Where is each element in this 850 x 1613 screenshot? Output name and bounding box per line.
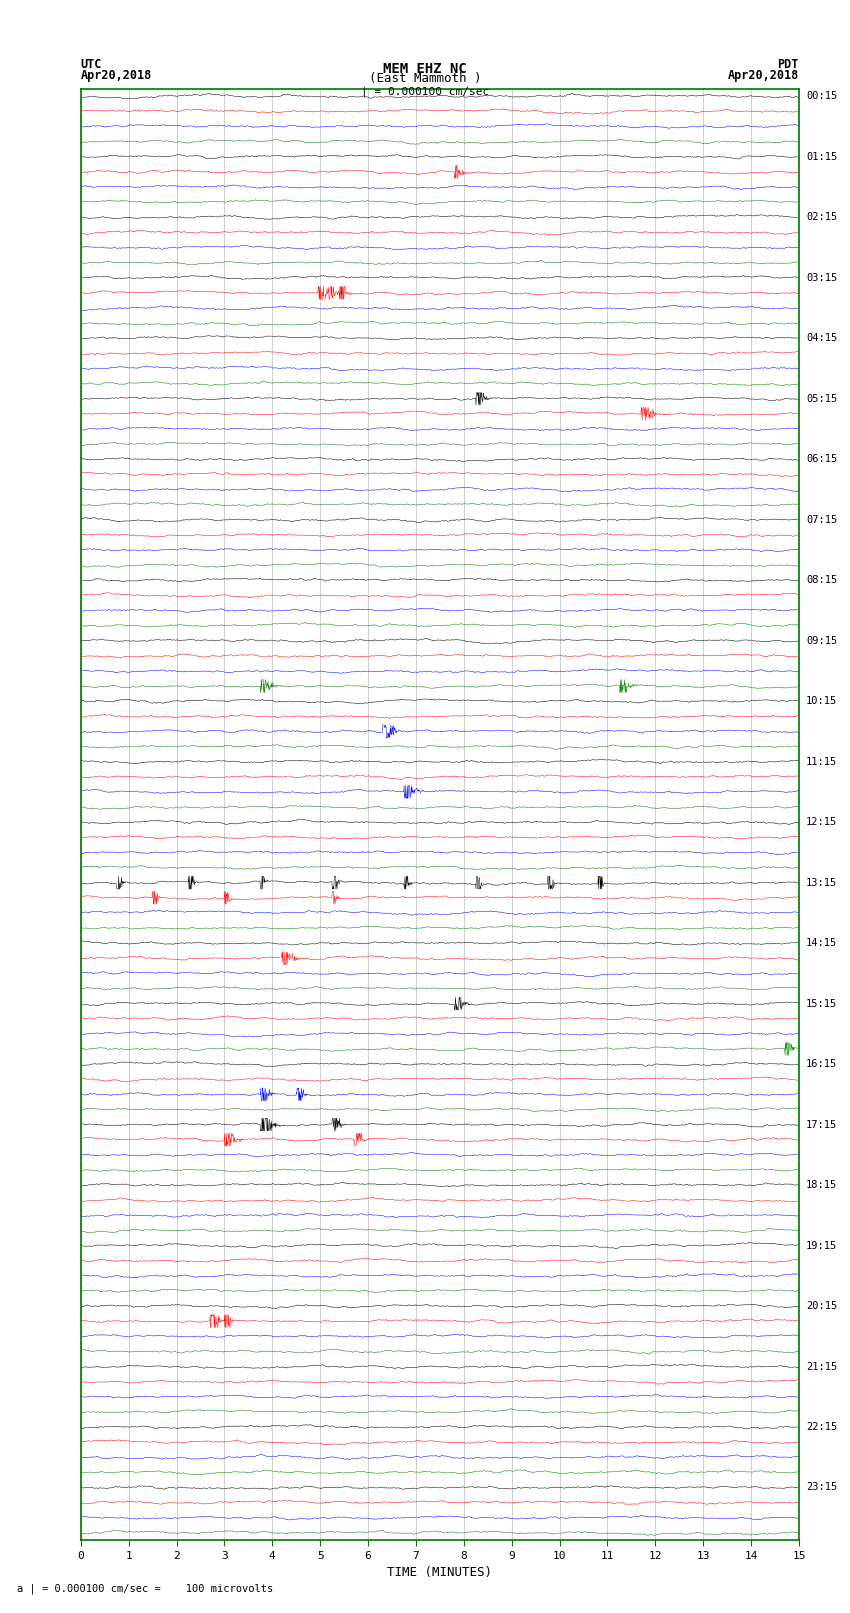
Text: Apr20,2018: Apr20,2018	[728, 69, 799, 82]
Text: | = 0.000100 cm/sec: | = 0.000100 cm/sec	[361, 85, 489, 97]
X-axis label: TIME (MINUTES): TIME (MINUTES)	[388, 1566, 492, 1579]
Text: 17:15: 17:15	[806, 1119, 837, 1129]
Text: 23:15: 23:15	[806, 1482, 837, 1492]
Text: MEM EHZ NC: MEM EHZ NC	[383, 61, 467, 76]
Text: 03:15: 03:15	[806, 273, 837, 282]
Text: 20:15: 20:15	[806, 1302, 837, 1311]
Text: 05:15: 05:15	[806, 394, 837, 403]
Text: 13:15: 13:15	[806, 877, 837, 887]
Text: (East Mammoth ): (East Mammoth )	[369, 73, 481, 85]
Text: 00:15: 00:15	[806, 92, 837, 102]
Text: 16:15: 16:15	[806, 1060, 837, 1069]
Text: 19:15: 19:15	[806, 1240, 837, 1250]
Text: UTC: UTC	[81, 58, 102, 71]
Text: 06:15: 06:15	[806, 455, 837, 465]
Text: 22:15: 22:15	[806, 1423, 837, 1432]
Text: 02:15: 02:15	[806, 213, 837, 223]
Text: 21:15: 21:15	[806, 1361, 837, 1371]
Text: Apr20,2018: Apr20,2018	[81, 69, 152, 82]
Text: 10:15: 10:15	[806, 697, 837, 706]
Text: 12:15: 12:15	[806, 818, 837, 827]
Text: 09:15: 09:15	[806, 636, 837, 645]
Text: 15:15: 15:15	[806, 998, 837, 1008]
Text: 18:15: 18:15	[806, 1181, 837, 1190]
Text: PDT: PDT	[778, 58, 799, 71]
Text: 11:15: 11:15	[806, 756, 837, 766]
Text: 01:15: 01:15	[806, 152, 837, 161]
Text: a | = 0.000100 cm/sec =    100 microvolts: a | = 0.000100 cm/sec = 100 microvolts	[17, 1582, 273, 1594]
Text: 04:15: 04:15	[806, 334, 837, 344]
Text: 14:15: 14:15	[806, 939, 837, 948]
Text: 08:15: 08:15	[806, 576, 837, 586]
Text: 07:15: 07:15	[806, 515, 837, 524]
